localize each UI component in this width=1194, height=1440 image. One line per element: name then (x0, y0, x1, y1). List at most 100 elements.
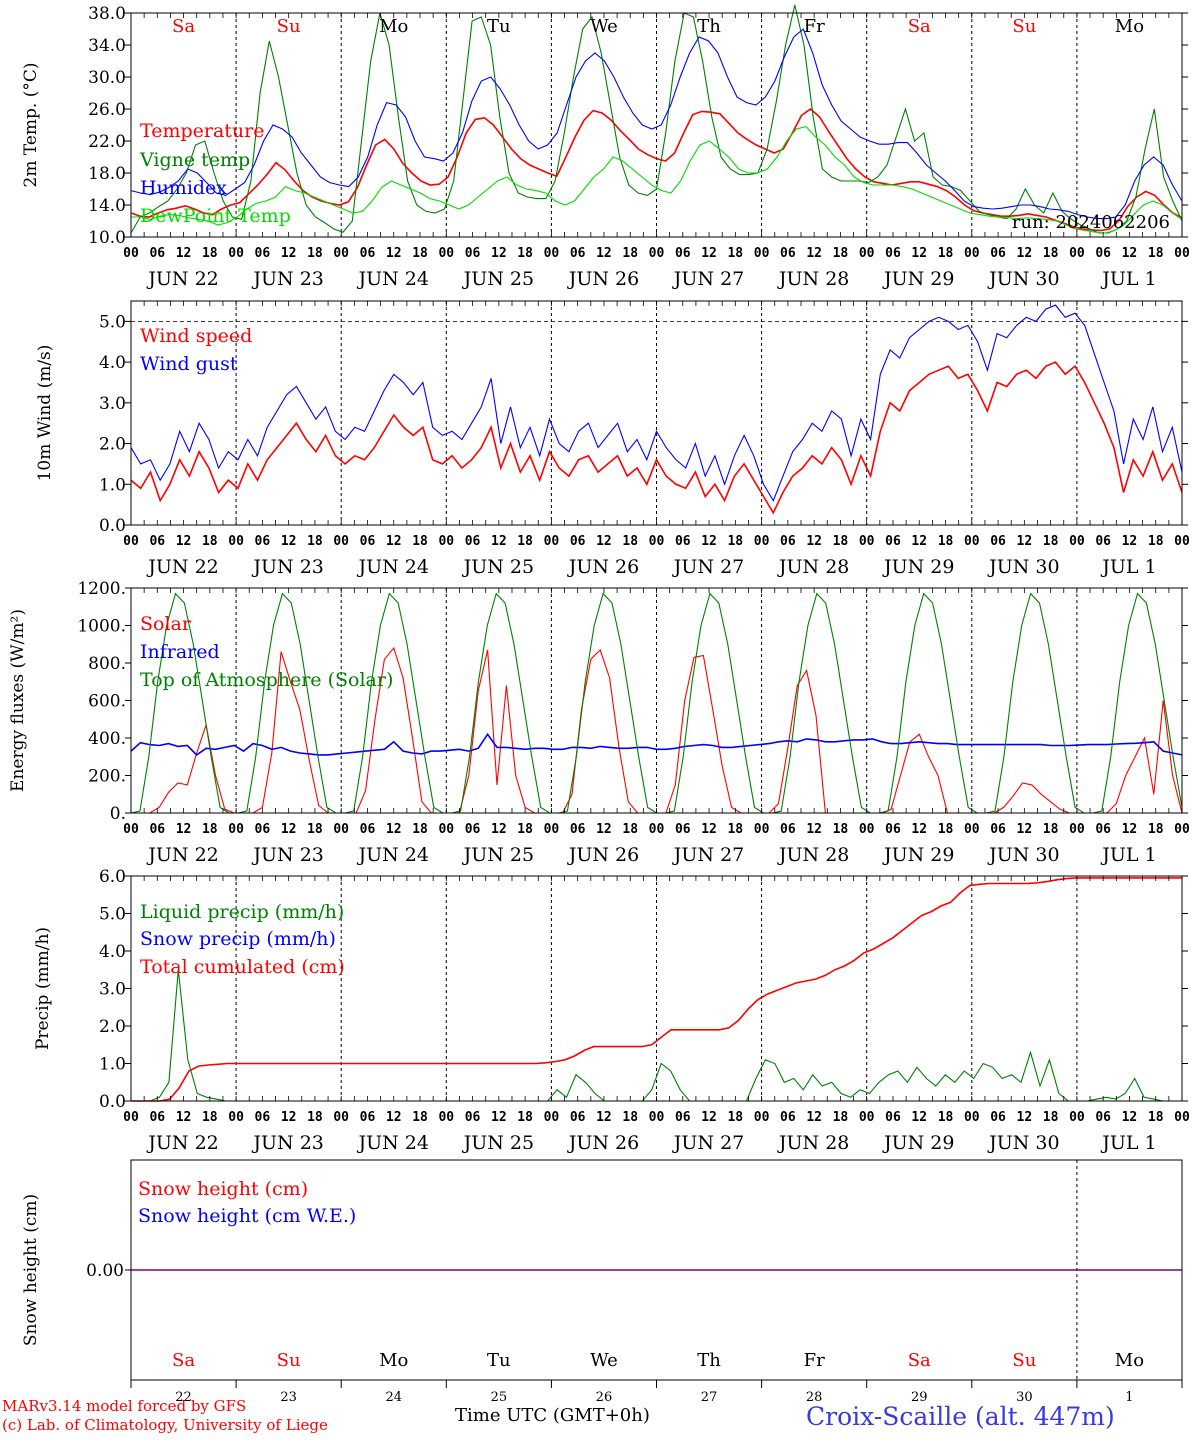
y-tick-label: 0.0 (99, 1092, 126, 1112)
hour-tick-label: 00 (754, 1110, 770, 1125)
weekday-label: Mo (379, 16, 408, 37)
hour-tick-label: 18 (833, 1110, 849, 1125)
day-number-label: 24 (385, 1390, 402, 1405)
date-label: JUN 25 (462, 556, 534, 578)
hour-tick-label: 00 (754, 246, 770, 261)
hour-tick-label: 12 (176, 822, 192, 837)
hour-tick-label: 00 (1174, 246, 1190, 261)
hour-tick-label: 00 (754, 534, 770, 549)
hour-tick-label: 12 (911, 1110, 927, 1125)
hour-tick-label: 00 (544, 1110, 560, 1125)
hour-tick-label: 06 (570, 534, 586, 549)
hour-tick-label: 00 (1174, 822, 1190, 837)
y-axis-label: Energy fluxes (W/m²) (8, 609, 28, 792)
hour-tick-label: 18 (1043, 534, 1059, 549)
hour-tick-label: 18 (517, 534, 533, 549)
date-label: JUN 30 (987, 556, 1059, 578)
hour-tick-label: 12 (491, 246, 507, 261)
day-number-label: 22 (175, 1390, 192, 1405)
y-tick-label: 1.0 (99, 475, 126, 495)
hour-tick-label: 00 (438, 246, 454, 261)
hour-tick-label: 12 (1122, 246, 1138, 261)
hour-tick-label: 06 (465, 1110, 481, 1125)
date-label: JUN 24 (357, 556, 429, 578)
hour-tick-label: 00 (228, 246, 244, 261)
hour-tick-label: 18 (517, 822, 533, 837)
hour-tick-label: 12 (491, 822, 507, 837)
date-label: JUN 28 (777, 556, 849, 578)
y-tick-label: 5.0 (99, 312, 126, 332)
weekday-label: Sa (172, 1350, 195, 1371)
series-temperature (130, 107, 1183, 232)
hour-tick-label: 06 (1095, 246, 1111, 261)
y-tick-label: 800. (88, 654, 126, 674)
run-annotation: run: 2024062206 (1012, 212, 1170, 233)
hour-tick-label: 06 (570, 246, 586, 261)
y-tick-label: 3.0 (99, 394, 126, 414)
hour-tick-label: 06 (990, 822, 1006, 837)
hour-tick-label: 06 (149, 534, 165, 549)
date-label: JUN 23 (251, 556, 323, 578)
legend-snow-precip-mm-h-: Snow precip (mm/h) (140, 928, 336, 950)
hour-tick-label: 18 (1148, 1110, 1164, 1125)
hour-tick-label: 18 (833, 246, 849, 261)
weekday-label: Tu (487, 16, 511, 37)
hour-tick-label: 06 (570, 1110, 586, 1125)
hour-tick-label: 06 (465, 822, 481, 837)
date-label: JUN 23 (251, 1132, 323, 1154)
legend-liquid-precip-mm-h-: Liquid precip (mm/h) (140, 901, 344, 923)
hour-tick-label: 12 (701, 822, 717, 837)
hour-tick-label: 00 (1069, 822, 1085, 837)
legend-top-of-atmosphere-solar-: Top of Atmosphere (Solar) (140, 669, 393, 691)
hour-tick-label: 06 (885, 1110, 901, 1125)
weekday-label: Su (277, 16, 301, 37)
day-number-label: 26 (596, 1390, 613, 1405)
hour-tick-label: 12 (386, 534, 402, 549)
date-label: JUN 22 (146, 556, 218, 578)
hour-tick-label: 06 (360, 534, 376, 549)
date-label: JUL 1 (1100, 1132, 1156, 1154)
date-label: JUN 30 (987, 1132, 1059, 1154)
y-axis-label: 10m Wind (m/s) (35, 345, 55, 482)
series-humidex (130, 28, 1183, 220)
y-tick-label: 1200. (77, 579, 126, 599)
date-label: JUN 27 (672, 1132, 744, 1154)
hour-tick-label: 18 (1148, 822, 1164, 837)
hour-tick-label: 00 (754, 822, 770, 837)
hour-tick-label: 00 (649, 534, 665, 549)
date-label: JUN 26 (567, 1132, 639, 1154)
hour-tick-label: 12 (701, 246, 717, 261)
hour-tick-label: 00 (228, 534, 244, 549)
hour-tick-label: 12 (386, 246, 402, 261)
hour-tick-label: 18 (517, 246, 533, 261)
hour-tick-label: 12 (806, 822, 822, 837)
hour-tick-label: 00 (228, 1110, 244, 1125)
hour-tick-label: 18 (833, 822, 849, 837)
hour-tick-label: 12 (281, 534, 297, 549)
y-tick-label: 4.0 (99, 942, 126, 962)
hour-tick-label: 06 (255, 534, 271, 549)
weekday-label: Su (1012, 16, 1036, 37)
hour-tick-label: 12 (1017, 1110, 1033, 1125)
legend-vigne-temp: Vigne temp (139, 149, 250, 171)
hour-tick-label: 18 (727, 246, 743, 261)
weekday-label: Fr (804, 1350, 825, 1371)
hour-tick-label: 12 (281, 822, 297, 837)
weekday-label: Th (697, 16, 721, 37)
y-tick-label: 34.0 (88, 36, 126, 56)
hour-tick-label: 06 (885, 534, 901, 549)
hour-tick-label: 06 (360, 246, 376, 261)
date-label: JUN 30 (987, 268, 1059, 290)
hour-tick-label: 18 (1043, 1110, 1059, 1125)
hour-tick-label: 00 (1069, 246, 1085, 261)
legend-snow-height-cm-w-e-: Snow height (cm W.E.) (138, 1205, 356, 1227)
hour-tick-label: 18 (1148, 534, 1164, 549)
hour-tick-label: 12 (1017, 822, 1033, 837)
hour-tick-label: 06 (360, 1110, 376, 1125)
hour-tick-label: 12 (596, 534, 612, 549)
legend-wind-speed: Wind speed (140, 325, 252, 347)
y-tick-label: 14.0 (88, 196, 126, 216)
y-tick-label: 0.0 (99, 516, 126, 536)
hour-tick-label: 00 (123, 1110, 139, 1125)
date-label: JUN 24 (357, 268, 429, 290)
